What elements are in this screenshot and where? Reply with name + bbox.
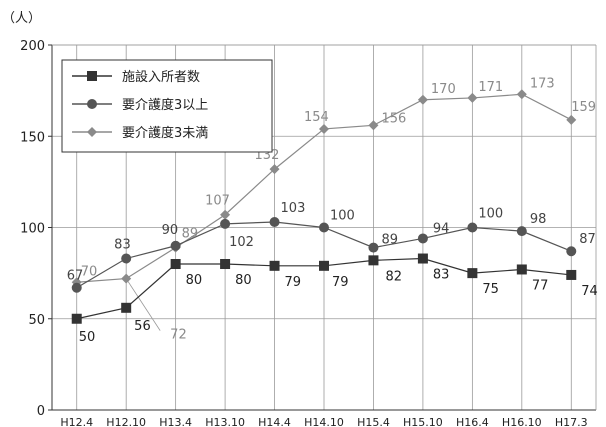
y-axis-ticks: 0 50 100 150 200 bbox=[20, 39, 52, 419]
data-point bbox=[516, 226, 527, 237]
series-lines bbox=[71, 89, 577, 324]
data-point bbox=[417, 253, 428, 264]
y-unit-label: （人） bbox=[2, 11, 41, 26]
data-label: 75 bbox=[482, 282, 499, 297]
x-tick-label: H14.10 bbox=[304, 416, 344, 427]
data-point bbox=[269, 217, 280, 228]
data-point bbox=[319, 222, 329, 233]
data-label: 89 bbox=[381, 233, 398, 248]
data-point bbox=[417, 233, 428, 244]
data-label: 56 bbox=[134, 319, 151, 334]
legend-label: 要介護度3未満 bbox=[122, 125, 208, 141]
data-label: 170 bbox=[431, 82, 456, 97]
data-label: 102 bbox=[229, 235, 254, 250]
data-point bbox=[319, 123, 329, 134]
data-label: 159 bbox=[571, 100, 596, 115]
data-label: 156 bbox=[381, 111, 406, 126]
legend-label: 要介護度3以上 bbox=[122, 97, 208, 113]
x-tick-label: H12.4 bbox=[60, 416, 93, 427]
data-point bbox=[566, 114, 577, 125]
data-point bbox=[467, 222, 478, 233]
data-label: 173 bbox=[530, 76, 555, 91]
data-point bbox=[71, 282, 82, 293]
data-point bbox=[516, 264, 527, 275]
x-axis-ticks: H12.4 H12.10 H13.4 H13.10 H14.4 H14.10 H15.4 H1… bbox=[60, 416, 587, 427]
data-point bbox=[121, 273, 132, 284]
data-label: 107 bbox=[205, 194, 230, 209]
x-tick-label: H16.10 bbox=[502, 416, 542, 427]
data-point bbox=[516, 89, 527, 100]
x-tick-label: H12.10 bbox=[106, 416, 146, 427]
data-point bbox=[220, 209, 231, 220]
data-point bbox=[170, 259, 181, 269]
data-label: 79 bbox=[285, 275, 302, 290]
y-tick-label: 100 bbox=[20, 222, 45, 237]
leader-lines bbox=[125, 278, 161, 331]
data-point bbox=[269, 260, 280, 271]
data-label: 154 bbox=[304, 110, 329, 125]
y-tick-label: 50 bbox=[28, 313, 45, 328]
x-tick-label: H13.10 bbox=[205, 416, 245, 427]
data-label: 87 bbox=[579, 232, 596, 247]
data-point bbox=[368, 242, 379, 253]
y-tick-label: 0 bbox=[37, 404, 45, 419]
x-tick-label: H15.4 bbox=[357, 416, 390, 427]
data-point bbox=[417, 94, 428, 105]
data-label: 74 bbox=[581, 284, 598, 299]
data-labels: 50 56 80 80 79 79 82 83 75 77 74 67 83 90 102 103 100 89 9… bbox=[67, 76, 598, 344]
legend-marker bbox=[87, 127, 97, 137]
y-tick-label: 200 bbox=[20, 39, 45, 54]
legend-marker bbox=[87, 99, 97, 109]
data-point bbox=[566, 246, 577, 257]
data-label: 89 bbox=[182, 227, 199, 242]
legend-label: 施設入所者数 bbox=[122, 69, 200, 85]
data-label: 98 bbox=[530, 212, 547, 227]
x-tick-label: H14.4 bbox=[258, 416, 291, 427]
data-label: 100 bbox=[478, 207, 503, 222]
data-label: 72 bbox=[170, 328, 187, 343]
data-label: 83 bbox=[433, 268, 450, 283]
data-point bbox=[220, 259, 231, 269]
data-label: 100 bbox=[330, 209, 355, 224]
data-label: 80 bbox=[235, 273, 252, 288]
data-label: 103 bbox=[281, 201, 306, 216]
data-label: 79 bbox=[332, 275, 349, 290]
x-tick-label: H17.3 bbox=[555, 416, 588, 427]
data-point bbox=[121, 302, 132, 313]
data-point bbox=[566, 269, 577, 280]
legend-marker bbox=[87, 71, 97, 81]
data-label: 80 bbox=[186, 273, 203, 288]
data-point bbox=[368, 120, 379, 131]
data-point bbox=[467, 92, 478, 103]
data-point bbox=[368, 255, 379, 266]
data-label: 83 bbox=[114, 238, 131, 253]
x-tick-label: H15.10 bbox=[403, 416, 443, 427]
x-tick-label: H16.4 bbox=[456, 416, 489, 427]
data-point bbox=[170, 240, 181, 251]
leader-line bbox=[125, 278, 161, 331]
data-point bbox=[319, 260, 329, 271]
data-point bbox=[220, 218, 231, 229]
x-tick-label: H13.4 bbox=[159, 416, 192, 427]
data-point bbox=[467, 268, 478, 279]
y-tick-label: 150 bbox=[20, 130, 45, 145]
data-label: 70 bbox=[81, 264, 98, 279]
data-point bbox=[121, 253, 132, 264]
data-label: 171 bbox=[478, 80, 503, 95]
data-label: 82 bbox=[385, 269, 402, 284]
data-label: 90 bbox=[162, 223, 179, 238]
data-label: 77 bbox=[532, 278, 549, 293]
data-label: 94 bbox=[433, 221, 450, 236]
data-point bbox=[269, 164, 280, 175]
data-label: 50 bbox=[79, 330, 96, 345]
data-label: 67 bbox=[67, 269, 84, 284]
data-point bbox=[71, 313, 82, 324]
